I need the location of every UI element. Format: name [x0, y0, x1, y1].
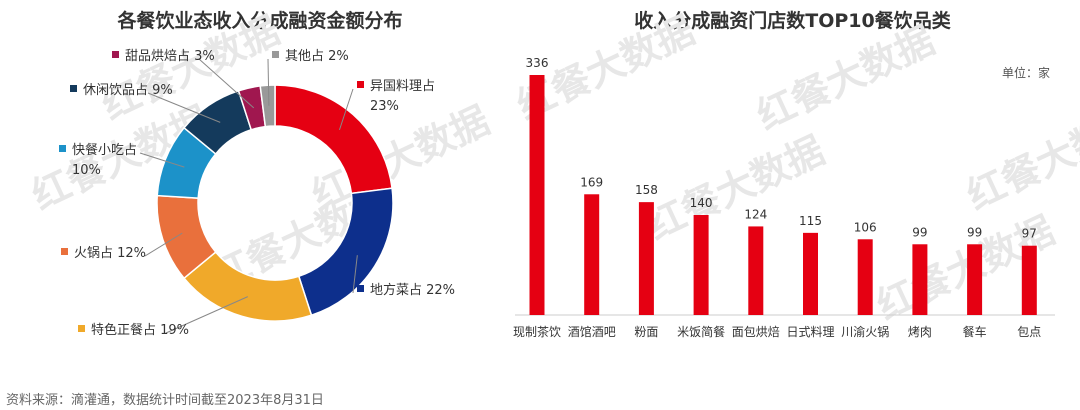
category-label: 米饭简餐 — [677, 324, 725, 339]
slice-name: 快餐小吃占 — [72, 142, 137, 158]
unit-label: 单位：家 — [1002, 65, 1050, 80]
source-note: 资料来源：滴灌通，数据统计时间截至2023年8月31日 — [6, 393, 324, 408]
bar-value-label: 99 — [967, 225, 982, 239]
slice-label: 异国料理占 23% — [357, 79, 435, 114]
bar — [967, 244, 983, 315]
legend-swatch — [78, 325, 85, 332]
category-label: 餐车 — [963, 324, 987, 339]
slice-name: 特色正餐占 19% — [91, 322, 189, 338]
category-label: 酒馆酒吧 — [568, 324, 616, 339]
bar-chart: 红餐大数据红餐大数据红餐大数据红餐大数据红餐大数据单位：家336现制茶饮169酒… — [510, 8, 1080, 339]
slice-label: 甜品烘焙占 3% — [112, 48, 215, 64]
slice-label: 火锅占 12% — [61, 245, 146, 261]
leader-line — [147, 92, 221, 123]
legend-swatch — [70, 85, 77, 92]
category-label: 烤肉 — [908, 324, 932, 339]
leader-line — [198, 58, 255, 109]
slice-name: 其他占 2% — [285, 49, 349, 64]
watermark: 红餐大数据 — [640, 128, 831, 248]
category-label: 包点 — [1017, 325, 1041, 339]
leader-line — [139, 152, 185, 168]
bar — [584, 194, 600, 315]
donut-slice — [259, 84, 276, 128]
slice-name: 甜品烘焙占 3% — [125, 48, 215, 64]
bar — [803, 232, 818, 315]
watermark: 红餐大数据 — [750, 18, 941, 138]
bar-value-label: 124 — [744, 207, 767, 221]
leader-line — [339, 88, 354, 131]
leader-line — [352, 255, 358, 294]
slice-name: 休闲饮品占 9% — [83, 83, 173, 98]
bar — [912, 244, 928, 315]
slice-label: 休闲饮品占 9% — [70, 83, 173, 98]
leader-line — [144, 232, 183, 257]
donut-chart-title: 各餐饮业态收入分成融资金额分布 — [117, 10, 403, 32]
bar-value-label: 106 — [854, 220, 877, 234]
bar-chart-title: 收入分成融资门店数TOP10餐饮品类 — [634, 10, 951, 32]
bar — [638, 202, 654, 315]
legend-swatch — [112, 51, 119, 58]
bar-value-label: 97 — [1022, 227, 1037, 241]
slice-label: 特色正餐占 19% — [78, 322, 189, 338]
slice-label: 地方菜占 22% — [357, 282, 455, 298]
slice-name: 地方菜占 22% — [370, 282, 455, 298]
slice-label: 快餐小吃占 10% — [59, 142, 137, 178]
bar-value-label: 140 — [690, 196, 713, 210]
slice-value: 10% — [72, 163, 101, 178]
slice-value: 23% — [370, 99, 399, 114]
category-label: 日式料理 — [786, 325, 834, 339]
legend-swatch — [61, 248, 68, 255]
slice-name: 异国料理占 — [370, 79, 435, 94]
bar-value-label: 115 — [799, 214, 822, 228]
category-label: 面包烘焙 — [732, 324, 780, 339]
legend-swatch — [357, 285, 364, 292]
bar-value-label: 99 — [912, 225, 927, 239]
leader-line — [267, 58, 270, 106]
bar — [748, 226, 764, 315]
slice-label: 其他占 2% — [272, 49, 349, 64]
legend-swatch — [272, 51, 279, 58]
watermark: 红餐大数据 — [960, 98, 1080, 218]
legend-swatch — [59, 145, 66, 152]
bar-value-label: 158 — [635, 183, 658, 197]
donut-chart-panel: 各餐饮业态收入分成融资金额分布 红餐大数据 红餐大数据 红餐大数据 红餐大数据 异国料理… — [0, 0, 520, 385]
category-label: 川渝火锅 — [841, 324, 889, 339]
category-label: 粉面 — [634, 325, 658, 339]
leader-line — [165, 296, 249, 334]
bar-value-label: 336 — [526, 56, 549, 70]
bar-chart-panel: 收入分成融资门店数TOP10餐饮品类 红餐大数据 红餐大数据 红餐大数据 红餐大数据红… — [505, 0, 1080, 385]
legend-swatch — [357, 81, 364, 88]
bar — [529, 75, 545, 315]
bar — [857, 239, 873, 315]
bar-value-label: 169 — [580, 175, 603, 189]
slice-name: 火锅占 12% — [74, 245, 146, 261]
category-label: 现制茶饮 — [513, 324, 561, 339]
bar — [1021, 245, 1037, 315]
bar — [693, 215, 709, 315]
